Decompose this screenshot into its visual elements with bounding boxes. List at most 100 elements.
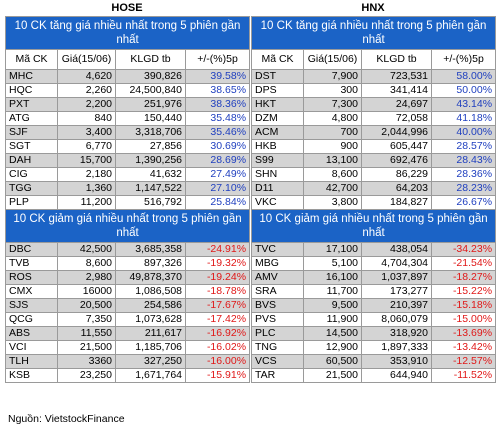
volume-cell: 27,856 [115,139,186,154]
volume-cell: 184,827 [361,195,432,210]
code-cell: S99 [251,153,304,168]
table-row: DZM 4,800 72,058 41.18% [251,111,497,126]
price-cell: 7,350 [57,312,116,327]
price-cell: 2,180 [57,167,116,182]
table-row: QCG 7,350 1,073,628 -17.42% [5,312,251,327]
price-cell: 16,100 [303,270,362,285]
table-row: VCS 60,500 353,910 -12.57% [251,354,497,369]
code-cell: HQC [5,83,58,98]
change-cell: 28.57% [430,139,497,154]
table-row: TNG 12,900 1,897,333 -13.42% [251,340,497,355]
change-cell: -18.78% [184,284,251,299]
table-row: SJF 3,400 3,318,706 35.46% [5,125,251,140]
column-header: +/-(%)5p [430,49,497,70]
price-cell: 4,800 [303,111,362,126]
losers-section-title: 10 CK giảm giá nhiều nhất trong 5 phiên … [4,209,251,243]
code-cell: CMX [5,284,58,299]
price-cell: 16000 [57,284,116,299]
code-cell: AMV [251,270,304,285]
volume-cell: 210,397 [361,298,432,313]
gainers-section-title: 10 CK tăng giá nhiều nhất trong 5 phiên … [250,16,497,50]
code-cell: MBG [251,256,304,271]
price-cell: 21,500 [303,368,362,383]
code-cell: DPS [251,83,304,98]
volume-cell: 341,414 [361,83,432,98]
code-cell: SGT [5,139,58,154]
change-cell: -16.92% [184,326,251,341]
price-cell: 5,100 [303,256,362,271]
volume-cell: 41,632 [115,167,186,182]
column-header-row: Mã CK Giá(15/06) KLGD tb +/-(%)5p [5,49,251,70]
table-row: SRA 11,700 173,277 -15.22% [251,284,497,299]
column-header: Giá(15/06) [303,49,362,70]
change-cell: -19.32% [184,256,251,271]
code-cell: CIG [5,167,58,182]
code-cell: PVS [251,312,304,327]
losers-title-row: 10 CK giảm giá nhiều nhất trong 5 phiên … [250,209,497,243]
table-row: PLC 14,500 318,920 -13.69% [251,326,497,341]
volume-cell: 86,229 [361,167,432,182]
price-cell: 4,620 [57,69,116,84]
column-header: Mã CK [251,49,304,70]
table-row: SJS 20,500 254,586 -17.67% [5,298,251,313]
volume-cell: 318,920 [361,326,432,341]
volume-cell: 353,910 [361,354,432,369]
volume-cell: 723,531 [361,69,432,84]
code-cell: SJF [5,125,58,140]
table-row: CIG 2,180 41,632 27.49% [5,167,251,182]
volume-cell: 1,390,256 [115,153,186,168]
price-cell: 6,770 [57,139,116,154]
code-cell: TNG [251,340,304,355]
price-cell: 2,200 [57,97,116,112]
volume-cell: 8,060,079 [361,312,432,327]
table-row: HKB 900 605,447 28.57% [251,139,497,154]
hose-exchange-title: HOSE [111,2,143,14]
table-row: PVS 11,900 8,060,079 -15.00% [251,312,497,327]
code-cell: ACM [251,125,304,140]
table-row: DST 7,900 723,531 58.00% [251,69,497,84]
price-cell: 11,700 [303,284,362,299]
price-cell: 2,260 [57,83,116,98]
column-header: Mã CK [5,49,58,70]
change-cell: -15.00% [430,312,497,327]
table-row: TGG 1,360 1,147,522 27.10% [5,181,251,196]
code-cell: BVS [251,298,304,313]
price-cell: 2,980 [57,270,116,285]
table-row: VCI 21,500 1,185,706 -16.02% [5,340,251,355]
price-cell: 300 [303,83,362,98]
code-cell: TLH [5,354,58,369]
table-row: SHN 8,600 86,229 28.36% [251,167,497,182]
price-cell: 11,200 [57,195,116,210]
price-cell: 23,250 [57,368,116,383]
change-cell: -16.02% [184,340,251,355]
price-cell: 840 [57,111,116,126]
losers-title-row: 10 CK giảm giá nhiều nhất trong 5 phiên … [4,209,251,243]
volume-cell: 72,058 [361,111,432,126]
volume-cell: 2,044,996 [361,125,432,140]
code-cell: DST [251,69,304,84]
change-cell: 40.00% [430,125,497,140]
volume-cell: 605,447 [361,139,432,154]
volume-cell: 64,203 [361,181,432,196]
code-cell: TAR [251,368,304,383]
volume-cell: 173,277 [361,284,432,299]
table-row: VKC 3,800 184,827 26.67% [251,195,497,210]
volume-cell: 644,940 [361,368,432,383]
volume-cell: 251,976 [115,97,186,112]
volume-cell: 1,671,764 [115,368,186,383]
code-cell: DAH [5,153,58,168]
column-header-row: Mã CK Giá(15/06) KLGD tb +/-(%)5p [251,49,497,70]
table-row: DAH 15,700 1,390,256 28.69% [5,153,251,168]
gainers-title-row: 10 CK tăng giá nhiều nhất trong 5 phiên … [250,16,497,50]
volume-cell: 1,185,706 [115,340,186,355]
change-cell: -13.69% [430,326,497,341]
volume-cell: 1,147,522 [115,181,186,196]
price-cell: 20,500 [57,298,116,313]
code-cell: VCS [251,354,304,369]
table-row: BVS 9,500 210,397 -15.18% [251,298,497,313]
price-cell: 13,100 [303,153,362,168]
losers-section-title: 10 CK giảm giá nhiều nhất trong 5 phiên … [250,209,497,243]
change-cell: -34.23% [430,242,497,257]
price-cell: 11,550 [57,326,116,341]
